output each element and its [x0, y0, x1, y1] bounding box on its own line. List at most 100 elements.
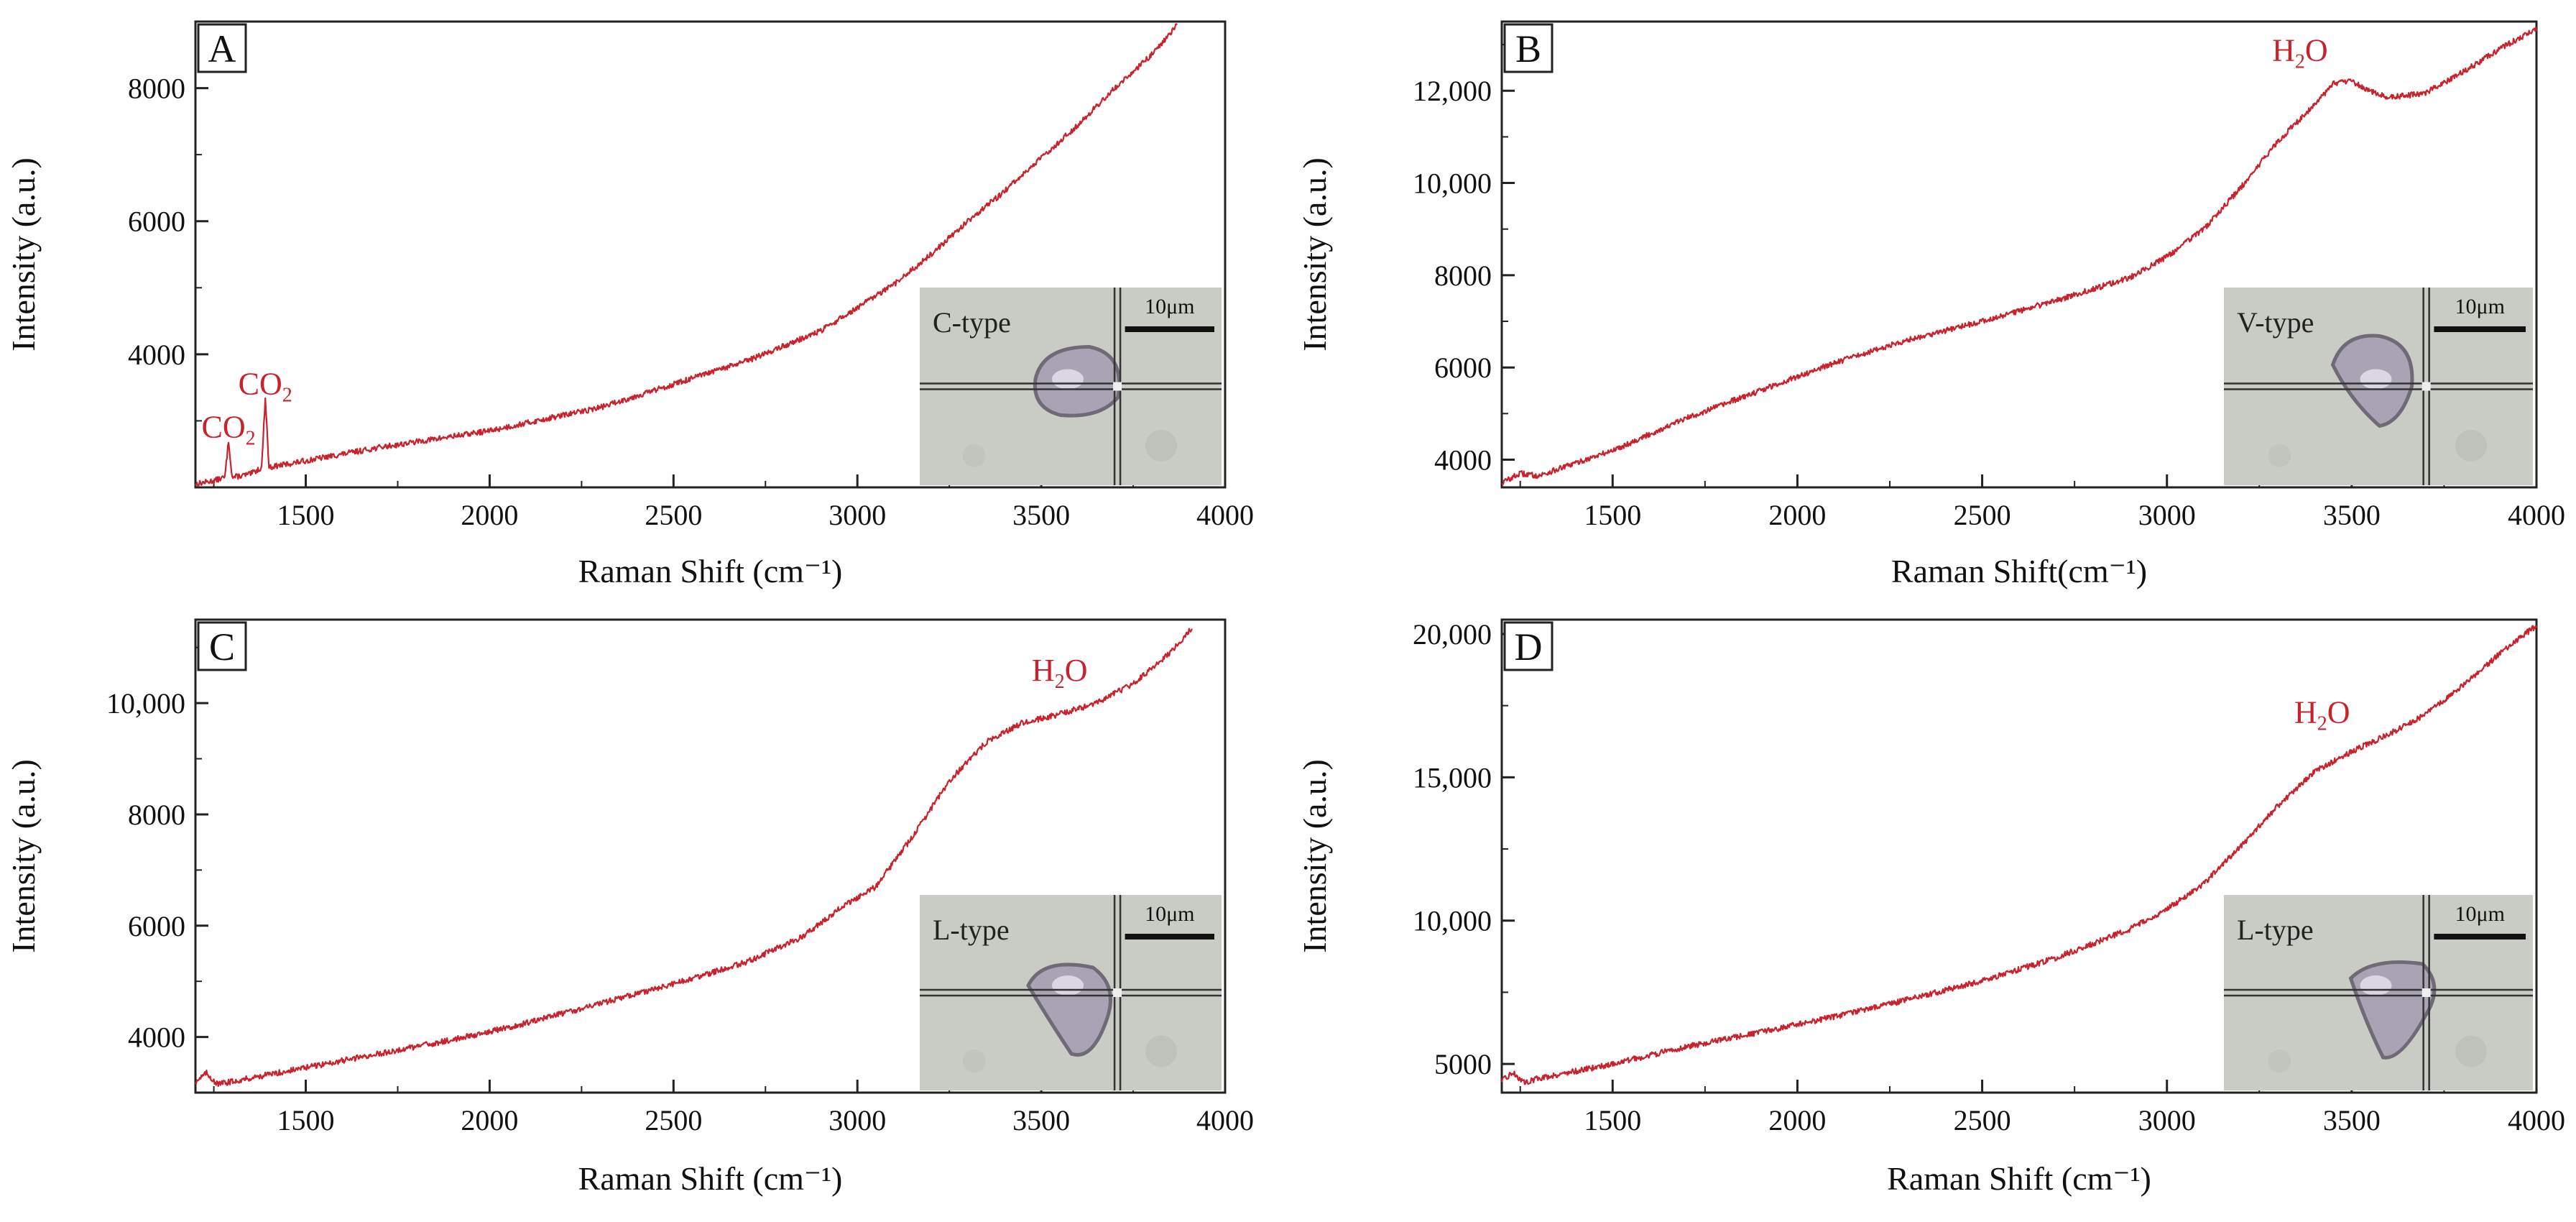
x-axis-title: Raman Shift (cm⁻¹)	[578, 1160, 843, 1197]
inset-speck	[962, 444, 986, 467]
panel-label-frame	[197, 23, 247, 73]
peak-annotation-main: H	[2272, 33, 2295, 68]
y-tick-label: 4000	[128, 1021, 185, 1054]
peak-annotation-main: CO	[201, 410, 245, 445]
plot-frame	[194, 618, 1227, 1094]
scale-bar-label: 10μm	[1145, 902, 1194, 926]
scale-bar-label: 10μm	[1145, 295, 1194, 318]
x-tick-label: 4000	[1196, 1104, 1254, 1136]
plot-frame	[194, 20, 1227, 489]
scale-bar-label: 10μm	[2455, 295, 2504, 318]
x-axis-title: Raman Shift (cm⁻¹)	[578, 553, 843, 589]
panel-label: B	[1515, 27, 1541, 70]
microscope-inset: V-type 10μm	[2224, 288, 2533, 485]
x-tick-label: 1500	[277, 499, 335, 531]
peak-annotation-main: CO	[239, 366, 282, 401]
y-tick-label: 8000	[128, 73, 185, 105]
inclusion-highlight	[2360, 369, 2392, 390]
inclusion-highlight	[2360, 975, 2392, 996]
y-tick-label: 12,000	[1413, 75, 1492, 107]
panel-label-box: B	[1503, 23, 1554, 73]
peak-annotation: CO2	[239, 366, 292, 406]
peak-annotation: H2O	[2272, 33, 2328, 73]
x-tick-label: 4000	[1196, 499, 1254, 531]
x-tick-label: 2000	[1768, 1104, 1826, 1136]
microscope-inset: L-type 10μm	[920, 895, 1222, 1090]
panel-label: A	[208, 27, 236, 70]
peak-annotation: H2O	[1032, 653, 1088, 693]
y-tick-label: 10,000	[1413, 905, 1492, 937]
peak-annotation-subscript: 2	[1055, 671, 1065, 693]
y-axis-title: Intensity (a.u.)	[1296, 157, 1333, 352]
y-tick-label: 8000	[1434, 259, 1492, 292]
inset-type-label: C-type	[933, 306, 1011, 339]
x-axis-title: Raman Shift(cm⁻¹)	[1891, 553, 2147, 589]
panel-label-box: A	[197, 23, 247, 73]
crosshair-center	[2422, 988, 2431, 997]
y-tick-label: 20,000	[1413, 618, 1492, 651]
x-tick-label: 4000	[2508, 1104, 2565, 1136]
peak-annotation-subscript: 2	[282, 384, 292, 406]
y-tick-label: 4000	[128, 339, 185, 371]
panel-label-frame	[1503, 23, 1554, 73]
inset-speck	[2268, 444, 2291, 467]
peak-annotation-tail: O	[2305, 33, 2328, 68]
panel-label: D	[1515, 625, 1543, 669]
y-tick-label: 6000	[1434, 352, 1492, 384]
crosshair-center	[1113, 382, 1122, 391]
y-axis-title: Intensity (a.u.)	[1296, 759, 1333, 953]
y-tick-label: 5000	[1434, 1048, 1492, 1080]
x-tick-label: 3000	[2138, 1104, 2196, 1136]
y-tick-label: 6000	[128, 910, 185, 942]
y-tick-label: 4000	[1434, 444, 1492, 477]
spectrum-line	[1500, 625, 2538, 1085]
plot-frame	[1500, 618, 2538, 1094]
inset-type-label: L-type	[933, 914, 1010, 946]
spectrum-line	[195, 628, 1193, 1088]
spectrum-line	[1501, 27, 2538, 485]
inset-speck	[2455, 430, 2487, 461]
panel-label-frame	[1503, 621, 1554, 671]
inset-type-label: L-type	[2237, 914, 2314, 946]
inclusion-highlight	[1052, 975, 1084, 996]
x-tick-label: 3000	[828, 1104, 886, 1136]
peak-annotation-subscript: 2	[246, 428, 256, 450]
peak-annotation: H2O	[2294, 695, 2350, 735]
panel-label-box: C	[197, 621, 247, 671]
spectrum-line	[195, 23, 1178, 487]
x-tick-label: 3000	[2138, 499, 2196, 531]
x-tick-label: 2000	[461, 1104, 518, 1136]
x-tick-label: 4000	[2508, 499, 2565, 531]
inset-speck	[2455, 1035, 2487, 1067]
inset-type-label: V-type	[2237, 306, 2314, 339]
x-axis-title: Raman Shift (cm⁻¹)	[1887, 1160, 2151, 1197]
x-tick-label: 1500	[1584, 499, 1641, 531]
peak-annotation: CO2	[201, 410, 255, 450]
panel-d: 1500 2000 2500 3000 3500 4000 5000 10,000 15,000…	[1296, 618, 2565, 1197]
y-tick-label: 8000	[128, 799, 185, 831]
x-tick-label: 1500	[1584, 1104, 1641, 1136]
inset-speck	[1145, 1035, 1177, 1067]
x-tick-label: 3500	[1012, 499, 1070, 531]
panel-label-box: D	[1503, 621, 1554, 671]
crosshair-center	[1113, 988, 1122, 997]
microscope-inset: L-type 10μm	[2224, 895, 2533, 1090]
x-tick-label: 2000	[461, 499, 518, 531]
peak-annotation-main: H	[1032, 653, 1055, 688]
scale-bar-label: 10μm	[2455, 902, 2504, 926]
inclusion-highlight	[1052, 369, 1084, 390]
plot-frame	[1500, 20, 2538, 489]
inset-speck	[2268, 1049, 2291, 1073]
x-tick-label: 3000	[828, 499, 886, 531]
y-tick-label: 10,000	[1413, 167, 1492, 200]
fluid-inclusion	[1026, 963, 1112, 1057]
x-tick-label: 2500	[645, 1104, 702, 1136]
inset-speck	[1145, 430, 1177, 461]
x-tick-label: 3500	[2323, 499, 2381, 531]
inset-speck	[962, 1049, 986, 1073]
x-tick-label: 2000	[1768, 499, 1826, 531]
y-tick-label: 10,000	[106, 687, 185, 720]
y-tick-label: 15,000	[1413, 761, 1492, 794]
peak-annotation-tail: O	[2327, 695, 2350, 730]
